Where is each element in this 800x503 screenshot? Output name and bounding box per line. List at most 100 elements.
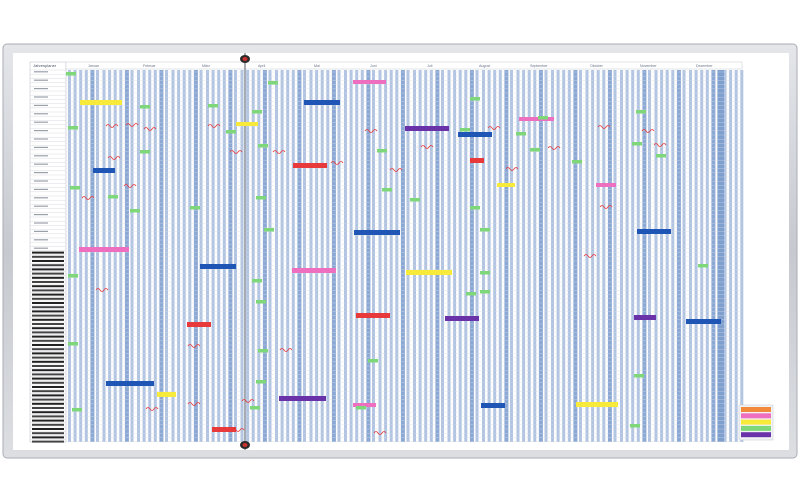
strip-yellow-6 <box>497 183 515 187</box>
name-text <box>32 373 64 376</box>
handwritten-note <box>505 167 519 171</box>
handwritten-note <box>583 254 597 258</box>
name-text <box>32 411 64 414</box>
green-marker <box>516 132 526 136</box>
month-label-may: Mai <box>314 64 320 68</box>
day-column <box>217 70 221 442</box>
name-text <box>32 293 64 296</box>
day-column <box>579 70 582 442</box>
name-text <box>32 339 64 342</box>
day-column <box>516 70 520 442</box>
name-text <box>34 79 48 81</box>
strip-purple-2 <box>445 316 479 321</box>
name-text <box>34 138 48 140</box>
strip-red-2 <box>470 158 484 163</box>
day-column <box>573 70 578 442</box>
day-column <box>700 70 704 442</box>
handwritten-note <box>187 402 201 406</box>
day-column <box>567 70 571 442</box>
day-column <box>206 70 209 442</box>
name-text <box>34 130 48 132</box>
day-column <box>177 70 181 442</box>
green-marker <box>470 206 480 210</box>
green-marker <box>256 300 266 304</box>
strip-blue-8 <box>106 381 154 386</box>
day-column <box>130 70 134 442</box>
strip-pink-1 <box>353 80 386 84</box>
day-column <box>257 70 261 442</box>
strip-blue-2 <box>458 132 492 137</box>
month-label-february: Februar <box>143 64 156 68</box>
day-column <box>320 70 324 442</box>
name-text <box>32 428 64 430</box>
day-column <box>268 70 272 442</box>
handwritten-note <box>389 168 403 172</box>
day-column <box>413 70 416 442</box>
day-column <box>613 70 617 442</box>
day-column <box>527 70 531 442</box>
green-marker <box>538 116 548 120</box>
handwritten-note <box>279 348 293 352</box>
name-text <box>32 260 64 262</box>
day-column <box>159 70 164 442</box>
day-column <box>142 70 146 442</box>
name-text <box>32 419 64 422</box>
handwritten-note <box>81 196 95 200</box>
month-label-september: September <box>530 64 548 68</box>
legend-swatch <box>741 419 771 425</box>
green-marker <box>208 104 218 108</box>
name-text <box>32 398 64 401</box>
day-column <box>108 70 112 442</box>
month-label-august: August <box>479 64 490 68</box>
day-column <box>372 70 375 442</box>
day-column <box>148 70 152 442</box>
month-label-april: April <box>258 64 265 68</box>
day-column <box>355 70 359 442</box>
month-label-december: Dezember <box>696 64 713 68</box>
handwritten-note <box>107 156 121 160</box>
strip-pink-2 <box>519 117 554 121</box>
day-column <box>228 70 233 442</box>
handwritten-note <box>599 205 613 209</box>
name-text <box>32 386 64 388</box>
handwritten-note <box>420 145 434 149</box>
day-column <box>723 70 727 442</box>
day-column <box>378 70 382 442</box>
strip-yellow-5 <box>236 122 258 126</box>
strip-purple-3 <box>634 315 656 320</box>
day-column <box>188 70 192 442</box>
month-label-january: Januar <box>88 64 100 68</box>
strip-blue-9 <box>481 403 505 408</box>
name-text <box>34 197 48 199</box>
name-text <box>32 289 64 292</box>
green-marker <box>256 196 266 200</box>
name-text <box>34 247 48 249</box>
day-column <box>694 70 698 442</box>
green-marker <box>480 271 490 275</box>
strip-yellow-4 <box>80 100 122 105</box>
name-text <box>34 104 48 106</box>
name-text <box>32 407 64 409</box>
green-marker <box>70 186 80 190</box>
green-marker <box>698 264 708 268</box>
day-column <box>344 70 347 442</box>
day-column <box>84 70 88 442</box>
day-column <box>556 70 560 442</box>
day-column <box>718 70 724 442</box>
name-text <box>32 281 64 283</box>
green-marker <box>632 142 642 146</box>
day-column <box>222 70 226 442</box>
strip-red-1 <box>293 163 327 168</box>
day-column <box>607 70 612 442</box>
name-text <box>32 264 64 267</box>
name-text <box>32 268 64 271</box>
handwritten-note <box>330 161 344 165</box>
day-column <box>510 70 513 442</box>
month-label-march: März <box>202 64 210 68</box>
day-column <box>102 70 106 442</box>
strip-red-4 <box>187 322 211 327</box>
day-column <box>591 70 595 442</box>
day-column <box>464 70 468 442</box>
handwritten-note <box>123 184 137 188</box>
